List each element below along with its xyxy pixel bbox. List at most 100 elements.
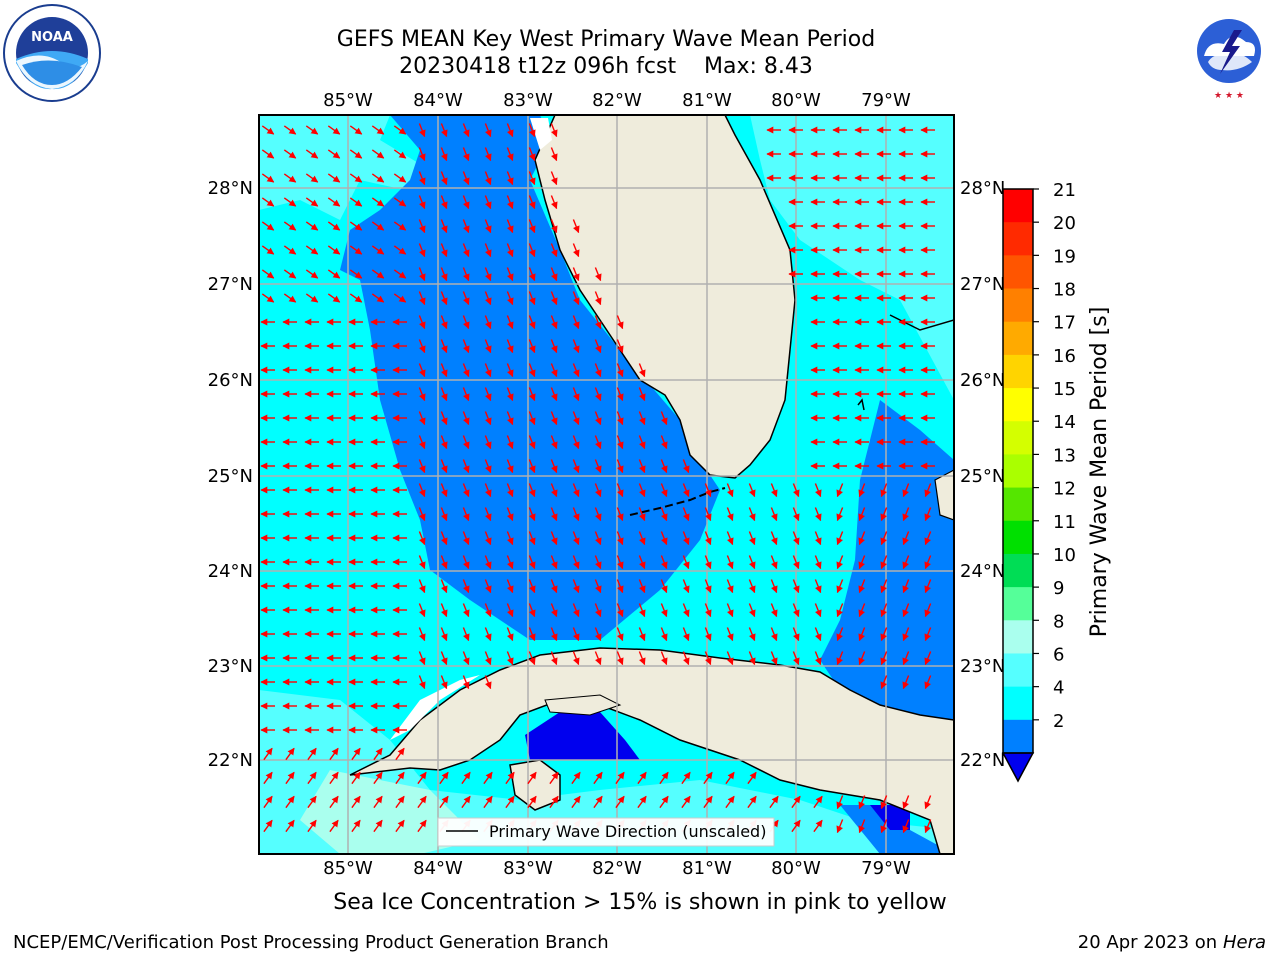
direction-arrow bbox=[528, 195, 536, 210]
direction-arrow bbox=[418, 387, 426, 402]
colorbar-segment bbox=[1003, 719, 1033, 754]
colorbar-segment bbox=[1003, 487, 1033, 522]
direction-arrow bbox=[484, 267, 492, 282]
direction-arrow bbox=[880, 627, 888, 642]
direction-arrow bbox=[283, 293, 297, 303]
direction-arrow bbox=[263, 795, 273, 809]
direction-arrow bbox=[725, 771, 735, 785]
direction-arrow bbox=[440, 219, 448, 234]
direction-arrow bbox=[305, 149, 319, 159]
direction-arrow bbox=[418, 675, 426, 690]
direction-arrow bbox=[572, 531, 580, 546]
direction-arrow bbox=[858, 507, 866, 522]
direction-arrow bbox=[572, 243, 580, 258]
direction-arrow bbox=[770, 579, 778, 594]
direction-arrow bbox=[440, 603, 448, 618]
direction-arrow bbox=[572, 555, 580, 570]
direction-arrow bbox=[462, 483, 470, 498]
direction-arrow bbox=[283, 221, 297, 231]
direction-arrow bbox=[836, 531, 844, 546]
period-zone-2-4s-straits bbox=[820, 400, 954, 740]
direction-arrow bbox=[484, 555, 492, 570]
direction-arrow bbox=[484, 507, 492, 522]
direction-arrow bbox=[440, 555, 448, 570]
colorbar-tick-label: 6 bbox=[1053, 644, 1064, 665]
direction-arrow bbox=[638, 555, 646, 570]
direction-arrow bbox=[528, 315, 536, 330]
direction-arrow bbox=[440, 195, 448, 210]
direction-arrow bbox=[726, 627, 734, 642]
direction-arrow bbox=[307, 771, 317, 785]
lon-label-top: 82°W bbox=[592, 90, 642, 111]
direction-arrow bbox=[902, 507, 910, 522]
direction-arrow bbox=[440, 339, 448, 354]
lat-label-left: 25°N bbox=[208, 466, 253, 487]
direction-arrow bbox=[484, 603, 492, 618]
direction-arrow bbox=[462, 675, 470, 690]
colorbar-segment bbox=[1003, 421, 1033, 455]
direction-arrow bbox=[283, 173, 297, 183]
direction-arrow bbox=[371, 149, 385, 159]
colorbar-segment bbox=[1003, 321, 1033, 356]
direction-arrow bbox=[704, 579, 712, 594]
direction-arrow bbox=[440, 651, 448, 666]
direction-arrow bbox=[836, 627, 844, 642]
direction-arrow bbox=[594, 507, 602, 522]
direction-arrow bbox=[924, 651, 932, 666]
direction-arrow bbox=[484, 483, 492, 498]
direction-arrow bbox=[417, 819, 427, 833]
direction-arrow bbox=[594, 627, 602, 642]
direction-arrow bbox=[418, 339, 426, 354]
direction-arrow bbox=[462, 387, 470, 402]
colorbar-segment bbox=[1003, 189, 1033, 223]
coast-mask-cuba-w bbox=[390, 675, 480, 740]
chart-title: GEFS MEAN Key West Primary Wave Mean Per… bbox=[336, 27, 876, 52]
period-zone-6-8s-nw bbox=[259, 115, 430, 220]
direction-arrow bbox=[418, 435, 426, 450]
direction-arrow bbox=[594, 315, 602, 330]
direction-arrow bbox=[506, 315, 514, 330]
direction-arrow bbox=[351, 819, 361, 833]
direction-arrow bbox=[550, 531, 558, 546]
direction-arrow bbox=[616, 507, 624, 522]
direction-arrow bbox=[594, 651, 602, 666]
direction-arrow bbox=[550, 171, 558, 186]
direction-arrow bbox=[550, 627, 558, 642]
direction-arrow bbox=[484, 579, 492, 594]
direction-arrow bbox=[594, 387, 602, 402]
direction-arrow bbox=[858, 819, 866, 834]
map-frame bbox=[258, 114, 955, 855]
direction-arrow bbox=[462, 435, 470, 450]
direction-arrow bbox=[792, 603, 800, 618]
direction-arrow bbox=[594, 267, 602, 282]
direction-arrow bbox=[748, 555, 756, 570]
direction-arrow bbox=[371, 197, 385, 207]
direction-arrow bbox=[572, 459, 580, 474]
colorbar-tick-label: 19 bbox=[1053, 246, 1076, 267]
colorbar-tick-label: 4 bbox=[1053, 678, 1064, 699]
colorbar-tick-label: 21 bbox=[1053, 180, 1076, 201]
direction-arrow bbox=[461, 771, 471, 785]
legend-label: Primary Wave Direction (unscaled) bbox=[489, 822, 766, 841]
direction-arrow bbox=[550, 147, 558, 162]
direction-arrow bbox=[418, 651, 426, 666]
lon-label-top: 84°W bbox=[413, 90, 463, 111]
direction-arrow bbox=[572, 219, 580, 234]
lon-label-top: 79°W bbox=[861, 90, 911, 111]
direction-arrow bbox=[506, 531, 514, 546]
direction-arrow bbox=[351, 771, 361, 785]
direction-arrow bbox=[263, 747, 273, 761]
direction-arrow bbox=[814, 651, 822, 666]
direction-arrow bbox=[770, 531, 778, 546]
direction-arrow bbox=[393, 197, 407, 207]
colorbar-tick-label: 2 bbox=[1053, 711, 1064, 732]
sea-ice-caption: Sea Ice Concentration > 15% is shown in … bbox=[333, 890, 947, 915]
colorbar-tick-label: 15 bbox=[1053, 379, 1076, 400]
direction-arrow bbox=[572, 363, 580, 378]
direction-arrow bbox=[528, 507, 536, 522]
direction-arrow bbox=[924, 579, 932, 594]
direction-arrow bbox=[418, 267, 426, 282]
direction-arrow bbox=[836, 603, 844, 618]
direction-arrow bbox=[748, 603, 756, 618]
direction-arrow bbox=[550, 555, 558, 570]
